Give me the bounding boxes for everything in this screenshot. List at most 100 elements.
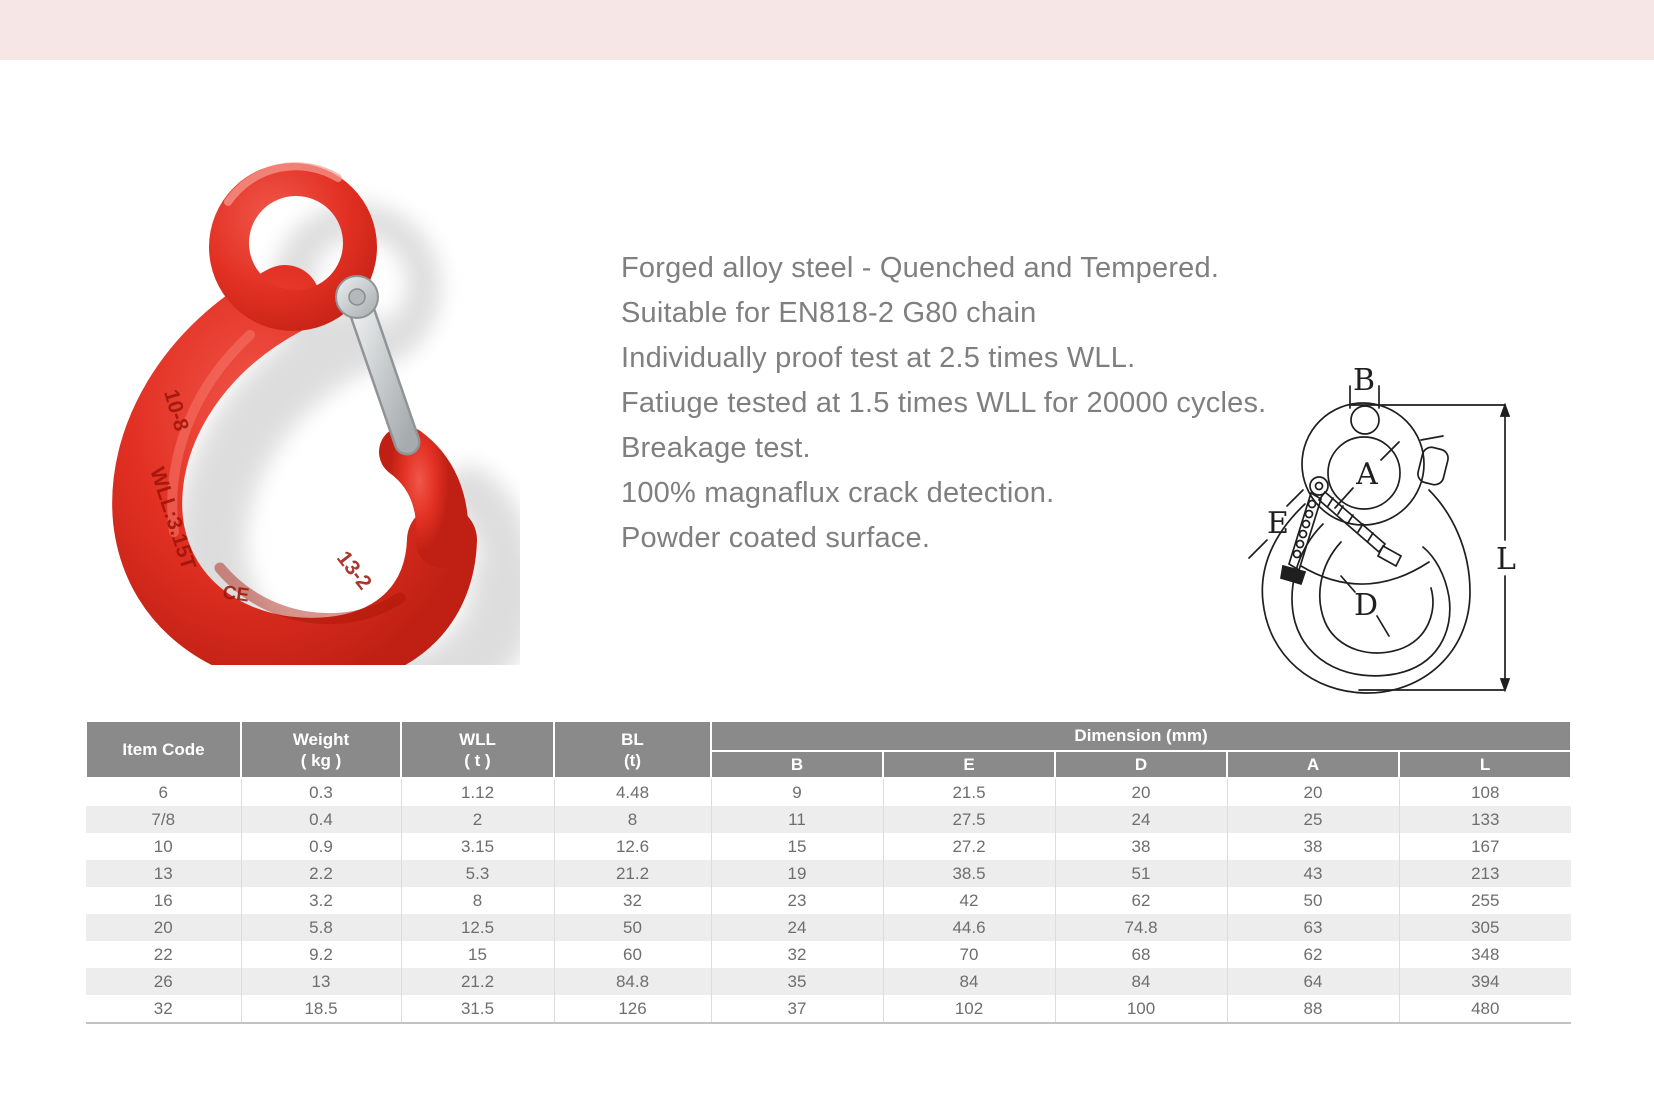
table-cell: 74.8: [1054, 914, 1227, 941]
table-cell: 167: [1398, 833, 1572, 860]
table-cell: 88: [1226, 995, 1399, 1024]
description-line: 100% magnaflux crack detection.: [621, 477, 1055, 509]
table-cell: 7/8: [151, 809, 176, 829]
table-cell: 25: [1226, 806, 1399, 833]
table-cell: 102: [882, 995, 1055, 1024]
table-cell: 24: [710, 914, 883, 941]
table-cell: 100: [1054, 995, 1227, 1024]
description-line: Powder coated surface.: [621, 522, 931, 554]
table-cell: 37: [710, 995, 883, 1024]
col-header-bl: BL (t): [553, 720, 712, 779]
table-cell: 9: [710, 778, 883, 806]
table-row: 7/8 0.4 2 8 11 27.5 24 25 133: [86, 806, 1572, 833]
hook-photo-illustration: 10-8 WLL:3.15T CE 13-2: [112, 162, 541, 728]
table-cell: 213: [1398, 860, 1572, 887]
table-cell: 12.6: [553, 833, 711, 860]
table-cell: 394: [1398, 968, 1572, 995]
diagram-label-e: E: [1267, 506, 1289, 541]
table-cell: 43: [1226, 860, 1399, 887]
hook-bill: [379, 426, 469, 568]
dimension-l-lines: [1358, 402, 1511, 693]
diagram-label-b: B: [1353, 363, 1375, 398]
table-cell: 38.5: [882, 860, 1055, 887]
table-cell: 9.2: [240, 941, 401, 968]
table-cell: 27.2: [882, 833, 1055, 860]
marking-size: 13-2: [332, 547, 376, 594]
table-cell: 38: [1226, 833, 1399, 860]
col-header-unit: ( t ): [464, 750, 491, 770]
table-row: 20 5.8 12.5 50 24 44.6 74.8 63 305: [86, 914, 1572, 941]
table-cell: 21.5: [882, 778, 1055, 806]
col-header-unit: (t): [624, 750, 641, 770]
diagram-label-l: L: [1496, 542, 1516, 577]
hook-outline: [1261, 489, 1471, 694]
table-cell: 13: [153, 863, 173, 883]
table-cell: 4.48: [553, 778, 711, 806]
description-line: Fatiuge tested at 1.5 times WLL for 2000…: [621, 387, 1267, 419]
table-cell: 305: [1398, 914, 1572, 941]
table-cell: 20: [1226, 778, 1399, 806]
table-cell: 2: [400, 806, 554, 833]
table-cell: 12.5: [400, 914, 554, 941]
col-header-dimension: Dimension (mm): [709, 720, 1573, 752]
table-cell: 21.2: [553, 860, 711, 887]
table-cell: 42: [882, 887, 1055, 914]
table-cell: 70: [882, 941, 1055, 968]
marking-ce: CE: [221, 582, 250, 606]
table-row: 26 13 21.2 84.8 35 84 84 64 394: [86, 968, 1572, 995]
col-header-dim-a: A: [1226, 749, 1400, 780]
table-cell: 84: [882, 968, 1055, 995]
col-header-dim-b: B: [710, 749, 884, 780]
col-header-label: WLL: [459, 729, 496, 749]
table-cell: 38: [1054, 833, 1227, 860]
table-cell: 0.3: [240, 778, 401, 806]
table-cell: 5.8: [240, 914, 401, 941]
table-cell: 60: [553, 941, 711, 968]
table-cell: 19: [710, 860, 883, 887]
table-cell: 32: [553, 887, 711, 914]
table-cell: 44.6: [882, 914, 1055, 941]
table-cell: 50: [553, 914, 711, 941]
table-cell: 255: [1398, 887, 1572, 914]
table-row: 13 2.2 5.3 21.2 19 38.5 51 43 213: [86, 860, 1572, 887]
table-cell: 8: [553, 806, 711, 833]
table-cell: 21.2: [400, 968, 554, 995]
dimension-diagram: B A E D L: [1183, 352, 1593, 697]
description-line: Individually proof test at 2.5 times WLL…: [621, 342, 1136, 374]
col-header-label: Weight: [292, 729, 350, 749]
table-cell: 133: [1398, 806, 1572, 833]
table-cell: 63: [1226, 914, 1399, 941]
table-cell: 84.8: [553, 968, 711, 995]
product-description: Forged alloy steel - Quenched and Temper…: [621, 246, 1266, 561]
col-header-wll: WLL ( t ): [400, 720, 555, 779]
leader-lines: [1248, 441, 1400, 637]
table-cell: 32: [710, 941, 883, 968]
table-cell: 62: [1226, 941, 1399, 968]
table-row: 22 9.2 15 60 32 70 68 62 348: [86, 941, 1572, 968]
side-notch: [1417, 435, 1449, 486]
col-header-dim-l: L: [1397, 749, 1573, 780]
table-cell: 348: [1398, 941, 1572, 968]
table-cell: 27.5: [882, 806, 1055, 833]
latch-drawing: [1280, 476, 1403, 586]
description-line: Suitable for EN818-2 G80 chain: [621, 297, 1037, 329]
table-cell: 0.9: [240, 833, 401, 860]
hook-line-drawing: B A E D L: [1248, 363, 1516, 694]
table-cell: 16: [153, 890, 173, 910]
d-arc: [1300, 561, 1430, 585]
table-cell: 3.2: [240, 887, 401, 914]
table-cell: 51: [1054, 860, 1227, 887]
table-cell: 126: [553, 995, 711, 1024]
product-photo: 10-8 WLL:3.15T CE 13-2: [100, 140, 541, 728]
col-header-label: Item Code: [122, 740, 205, 759]
hook-body: [112, 265, 477, 688]
table-cell: 35: [710, 968, 883, 995]
table-cell: 62: [1054, 887, 1227, 914]
spec-table-header: Item Code Weight ( kg ) WLL ( t ) BL (t)…: [85, 720, 1573, 780]
table-cell: 18.5: [240, 995, 401, 1024]
table-cell: 32: [86, 995, 241, 1024]
table-cell: 3.15: [400, 833, 554, 860]
description-line: Breakage test.: [621, 432, 811, 464]
col-header-weight: Weight ( kg ): [240, 720, 402, 779]
table-cell: 0.4: [240, 806, 401, 833]
